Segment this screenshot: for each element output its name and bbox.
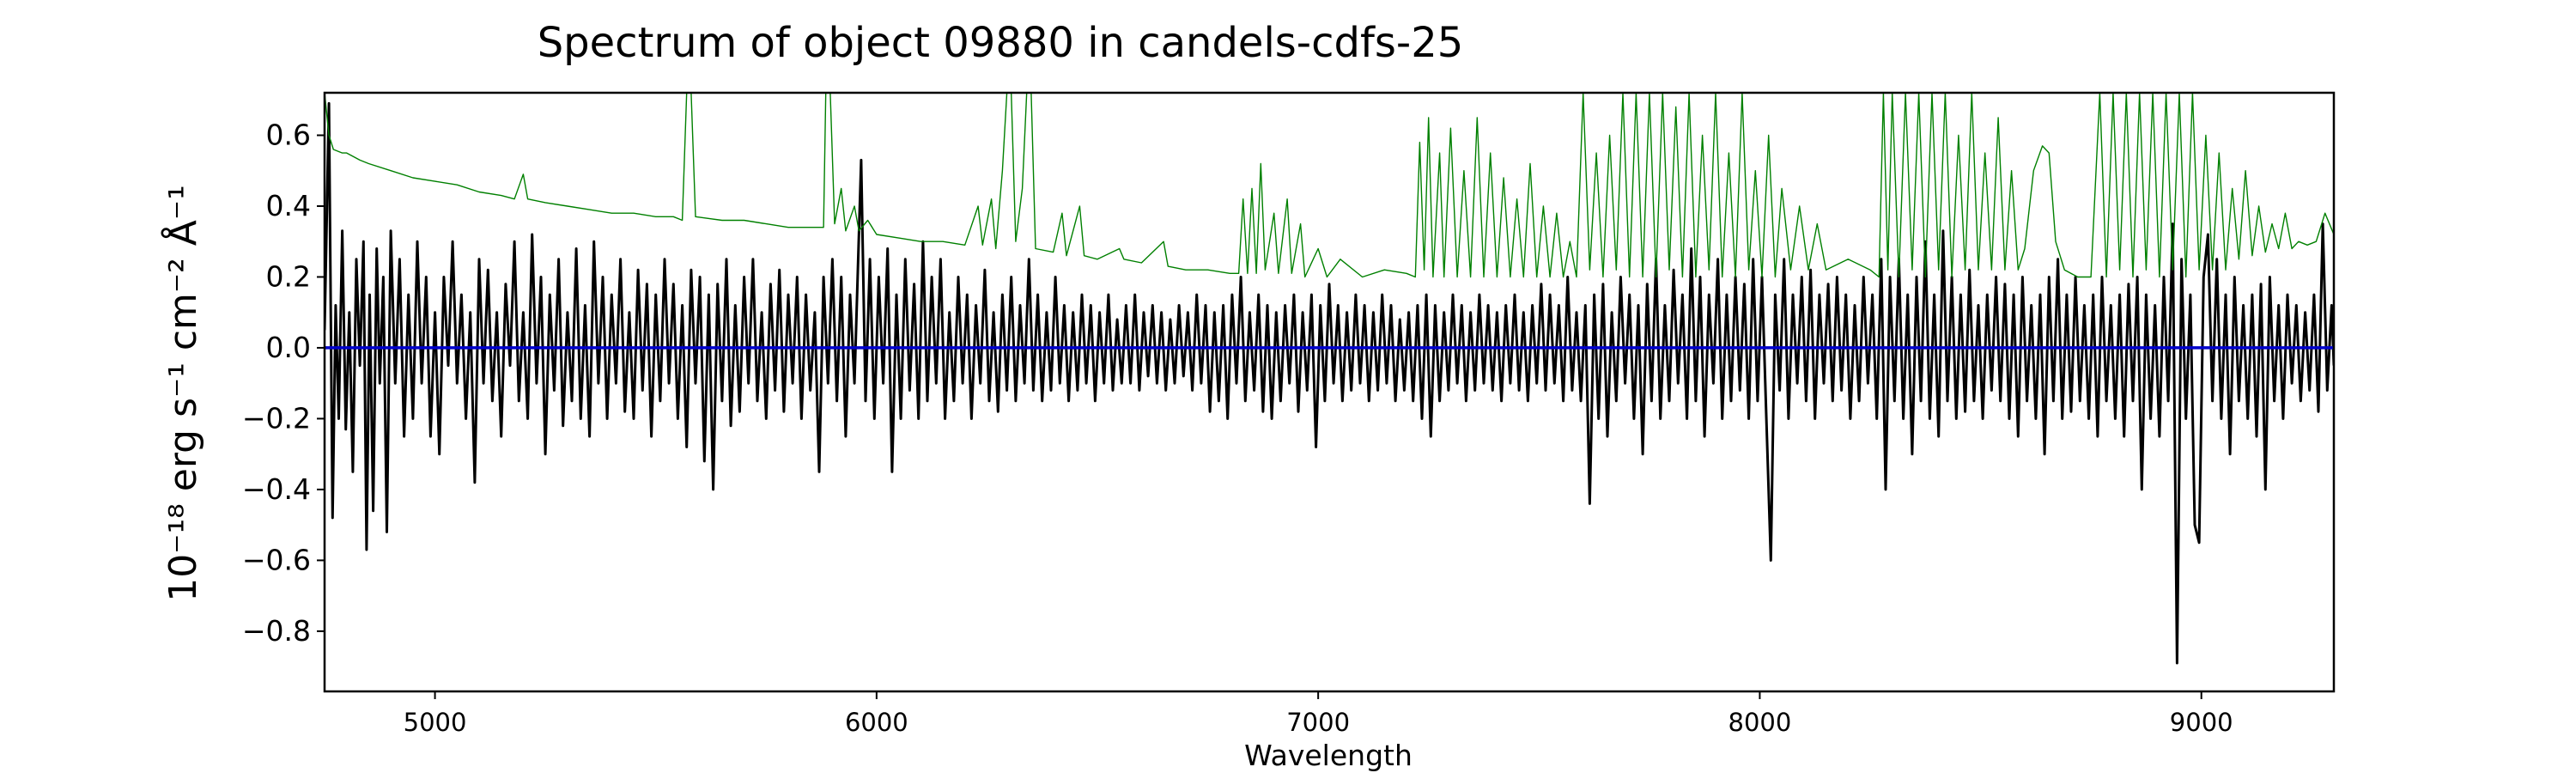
y-tick-label: 0.2 (266, 259, 311, 293)
x-tick-label: 5000 (404, 708, 467, 737)
y-axis: 0.6 0.4 0.2 0.0 −0.2 −0.4 −0.6 −0.8 (242, 118, 325, 648)
series-line-error (325, 93, 2334, 278)
plot-frame (323, 91, 2336, 693)
series-line-flux (325, 101, 2334, 665)
y-tick-label: 0.6 (266, 118, 311, 151)
x-tick-label: 7000 (1286, 708, 1350, 737)
y-tick-label: 0.4 (266, 189, 311, 222)
y-tick-label: −0.2 (242, 401, 311, 435)
x-axis: 5000 6000 7000 8000 9000 (404, 691, 2233, 737)
x-tick-label: 8000 (1728, 708, 1792, 737)
y-tick-label: −0.8 (242, 614, 311, 648)
x-tick-label: 6000 (845, 708, 908, 737)
x-tick-label: 9000 (2170, 708, 2233, 737)
y-tick-label: 0.0 (266, 331, 311, 364)
chart-title: Spectrum of object 09880 in candels-cdfs… (538, 19, 1464, 67)
y-tick-label: −0.4 (242, 472, 311, 506)
y-axis-label: 10⁻¹⁸ erg s⁻¹ cm⁻² Å⁻¹ (160, 185, 205, 601)
y-tick-label: −0.6 (242, 543, 311, 576)
x-axis-label: Wavelength (1244, 739, 1413, 772)
series-layer (325, 93, 2334, 665)
